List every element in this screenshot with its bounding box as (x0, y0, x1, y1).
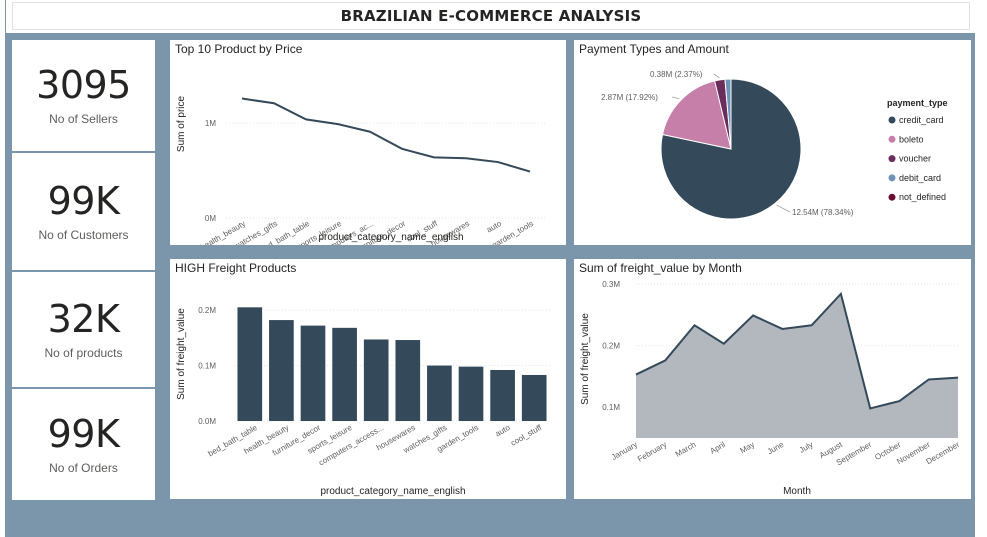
x-tick-label: April (708, 440, 727, 456)
chart-title: Sum of freight_value by Month (579, 261, 742, 275)
legend-swatch (888, 116, 896, 124)
pie-data-label: 12.54M (78.34%) (792, 208, 854, 217)
x-tick-label: June (766, 440, 786, 457)
bar (395, 340, 421, 421)
chart-title: Top 10 Product by Price (175, 42, 303, 56)
x-tick-label: auto (494, 423, 512, 439)
legend-item: boleto (899, 134, 924, 144)
legend-item: credit_card (899, 115, 944, 125)
page-title: BRAZILIAN E-COMMERCE ANALYSIS (340, 7, 642, 25)
chart-title: HIGH Freight Products (175, 261, 297, 275)
bar-chart-svg: 0.0M0.1M0.2Mbed_bath_tablehealth_beautyf… (176, 306, 550, 497)
y-tick-label: 0.2M (198, 306, 216, 315)
x-tick-label: January (610, 440, 639, 462)
x-axis-title: product_category_name_english (320, 486, 465, 497)
freight-bar-chart[interactable]: HIGH Freight Products 0.0M 0.1M 0.2M bed_ba… (170, 259, 566, 499)
bar (490, 369, 515, 421)
payment-pie-chart[interactable]: Payment Types and Amount 12.54M (78.34%)… (574, 40, 971, 245)
legend-item: not_defined (899, 192, 946, 202)
legend-swatch (888, 155, 896, 163)
x-axis-title: product_category_name_english (318, 232, 463, 243)
kpi-label: No of Sellers (49, 111, 118, 126)
kpi-card-orders[interactable]: 99K No of Orders (12, 389, 155, 500)
chart-title: Payment Types and Amount (579, 42, 729, 56)
kpi-card-products[interactable]: 32K No of products (12, 272, 155, 387)
area-fill (636, 293, 958, 438)
x-tick-label: May (738, 440, 756, 455)
legend-title: payment_type (887, 98, 948, 108)
freight-month-area-chart[interactable]: Sum of freight_value by Month 0.1M 0.2M 0.… (574, 259, 971, 499)
x-tick-label: December (925, 440, 962, 466)
kpi-card-customers[interactable]: 99K No of Customers (12, 153, 155, 270)
x-tick-label: cool_stuff (509, 423, 544, 448)
line-chart-svg: 0M1Mhealth_beautywatches_giftsbed_bath_t… (176, 95, 546, 245)
leader-line (671, 96, 680, 100)
kpi-label: No of products (44, 345, 123, 360)
bar (521, 374, 547, 421)
kpi-value: 3095 (36, 62, 131, 107)
legend-swatch (888, 174, 896, 182)
kpi-value: 99K (47, 178, 120, 223)
y-axis-title: Sum of freight_value (580, 313, 591, 405)
x-tick-label: July (798, 440, 815, 455)
series-line (241, 97, 531, 173)
bar (363, 339, 389, 421)
y-tick-label: 0M (205, 214, 216, 223)
pie-chart-svg: 12.54M (78.34%) 2.87M (17.92%) 0.38M (2.37… (601, 70, 948, 220)
pie-slice-debit-card (724, 78, 732, 150)
x-tick-label: February (636, 440, 668, 464)
legend-swatch (888, 135, 896, 143)
top-price-line-chart[interactable]: Top 10 Product by Price 0M 1M health_beaut… (170, 40, 566, 245)
pie-data-label: 2.87M (17.92%) (601, 93, 658, 102)
y-tick-label: 0.2M (602, 342, 620, 351)
series-line (635, 291, 959, 410)
leader-line (713, 73, 720, 79)
x-axis-title: Month (783, 486, 811, 497)
legend-swatch (888, 193, 896, 201)
kpi-value: 32K (47, 296, 120, 341)
y-axis-title: Sum of freight_value (176, 308, 187, 400)
bar (458, 366, 484, 421)
kpi-label: No of Customers (38, 227, 129, 242)
leader-line (776, 204, 791, 213)
bar (300, 325, 326, 421)
kpi-value: 99K (47, 411, 120, 456)
x-tick-label: auto (485, 219, 503, 235)
y-tick-label: 0.1M (198, 362, 216, 371)
bar (237, 307, 263, 421)
legend-item: debit_card (899, 173, 941, 183)
title-bar: BRAZILIAN E-COMMERCE ANALYSIS (12, 2, 970, 30)
y-tick-label: 0.3M (602, 280, 620, 289)
y-tick-label: 0.0M (198, 417, 216, 426)
bar (269, 320, 294, 421)
y-tick-label: 1M (205, 119, 216, 128)
x-tick-label: March (674, 440, 698, 459)
kpi-label: No of Orders (49, 460, 118, 475)
pie-data-label: 0.38M (2.37%) (650, 70, 703, 79)
pie-slice-boleto (661, 80, 732, 150)
y-tick-label: 0.1M (602, 403, 620, 412)
bar (427, 365, 452, 421)
bar (332, 327, 357, 421)
y-axis-title: Sum of price (176, 95, 187, 152)
legend-item: voucher (899, 154, 931, 164)
kpi-card-sellers[interactable]: 3095 No of Sellers (12, 40, 155, 151)
